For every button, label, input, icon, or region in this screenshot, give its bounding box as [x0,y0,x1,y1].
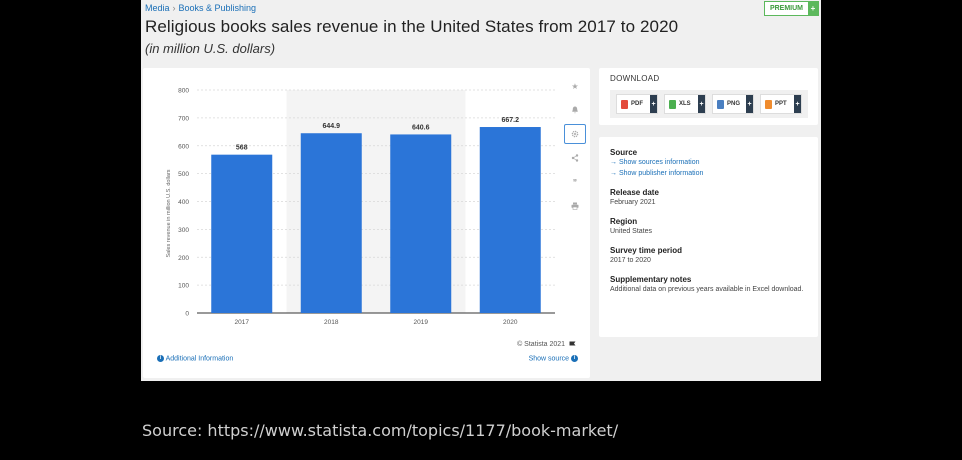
bell-icon[interactable] [564,100,586,120]
flag-icon [569,341,576,346]
star-icon[interactable]: ★ [571,81,579,91]
download-ppt-button[interactable]: PPT + [760,94,802,114]
y-tick-label: 100 [178,283,189,290]
show-sources-link[interactable]: → Show sources information [610,159,700,166]
supplementary-notes-value: Additional data on previous years availa… [610,286,804,293]
bar-chart: 0 100 200 300 400 500 600 700 800 Sales revenue i… [166,88,555,326]
gear-icon[interactable] [564,124,586,144]
data-label: 568 [236,145,248,152]
data-label: 644.9 [322,123,340,130]
bar [390,134,452,313]
pdf-file-icon [621,99,628,109]
x-tick-label: 2018 [324,319,339,326]
download-xls-button[interactable]: XLS + [664,94,706,114]
premium-label: PREMIUM [769,5,803,12]
supplementary-notes-heading: Supplementary notes [610,275,692,284]
release-date-value: February 2021 [610,199,656,206]
survey-period-value: 2017 to 2020 [610,257,651,264]
y-tick-label: 800 [178,88,189,95]
show-publisher-link[interactable]: → Show publisher information [610,170,704,177]
region-heading: Region [610,217,638,226]
breadcrumb-books-link[interactable]: Books & Publishing [178,3,257,13]
screenshot-frame: Media › Books & Publishing PREMIUM + Relig… [141,0,821,381]
png-file-icon [717,99,724,109]
download-png-label: PNG [727,101,741,107]
y-tick-label: 0 [185,311,189,318]
plus-icon: + [650,95,657,113]
xls-file-icon [669,99,676,109]
y-tick-label: 400 [178,199,189,206]
region-value: United States [610,228,653,235]
download-ppt-label: PPT [775,101,787,107]
bar [479,127,541,313]
print-icon[interactable] [564,196,586,216]
page-title: Religious books sales revenue in the Uni… [145,17,679,36]
x-tick-label: 2017 [235,319,250,326]
x-tick-label: 2019 [414,319,429,326]
plus-icon: + [746,95,753,113]
page-subtitle: (in million U.S. dollars) [145,41,276,56]
info-icon: i [571,355,578,362]
download-xls-label: XLS [679,101,691,107]
breadcrumb-media-link[interactable]: Media [145,3,170,13]
copyright-text: © Statista 2021 [517,341,566,348]
breadcrumb-separator: › [172,3,176,13]
statistic-details-panel: Source → Show sources information → Show… [599,137,818,337]
data-label: 640.6 [412,124,430,131]
chart-card: 0 100 200 300 400 500 600 700 800 Sales revenue i… [143,68,590,378]
download-button-group: PDF + XLS + PNG + PPT + [610,90,808,118]
additional-information-label: Additional Information [165,355,234,363]
show-source-label: Show source [528,355,570,363]
data-label: 667.2 [501,117,519,124]
additional-information-link[interactable]: i Additional Information [157,355,233,362]
download-pdf-button[interactable]: PDF + [616,94,658,114]
download-title: DOWNLOAD [610,74,660,83]
breadcrumb: Media › Books & Publishing [145,3,256,13]
info-icon: i [157,355,164,362]
download-png-button[interactable]: PNG + [712,94,754,114]
survey-period-heading: Survey time period [610,246,683,255]
plus-icon: + [794,95,801,113]
premium-badge[interactable]: PREMIUM + [763,1,819,16]
y-tick-label: 500 [178,171,189,178]
chart-copyright: © Statista 2021 [517,341,576,348]
y-tick-label: 200 [178,255,189,262]
bar [300,133,362,313]
share-icon[interactable] [564,148,586,168]
release-date-heading: Release date [610,188,659,197]
plus-icon: + [698,95,705,113]
y-tick-label: 600 [178,143,189,150]
y-tick-label: 700 [178,115,189,122]
chart-toolbar: ★ ❞ [564,76,586,220]
y-axis-label: Sales revenue in million U.S. dollars [166,169,172,257]
premium-plus-icon: + [808,2,818,15]
y-tick-label: 300 [178,227,189,234]
download-pdf-label: PDF [631,101,643,107]
quote-icon[interactable]: ❞ [572,177,578,187]
bar [211,154,273,313]
source-caption: Source: https://www.statista.com/topics/… [142,421,619,440]
x-tick-label: 2020 [503,319,518,326]
source-heading: Source [610,148,638,157]
download-panel: DOWNLOAD PDF + XLS + PNG + PPT + [599,68,818,125]
ppt-file-icon [765,99,772,109]
show-source-link[interactable]: Show source i [529,355,578,362]
